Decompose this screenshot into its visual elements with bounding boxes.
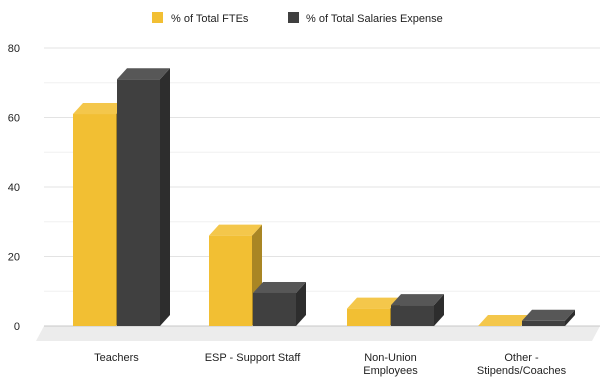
legend-swatch (288, 12, 299, 23)
x-tick-label: Teachers (94, 352, 139, 364)
y-tick-label: 80 (8, 43, 20, 55)
bar-front (347, 308, 390, 326)
legend: % of Total FTEs % of Total Salaries Expen… (152, 12, 443, 25)
x-tick-label: ESP - Support Staff (205, 352, 302, 364)
legend-swatch (152, 12, 163, 23)
bar-front (253, 292, 296, 326)
bar (391, 294, 444, 326)
bar-top (73, 103, 126, 115)
bar (253, 281, 306, 326)
bar-top (117, 68, 170, 80)
bar-side (160, 68, 170, 327)
bar-top (253, 281, 306, 293)
floor-plane (36, 326, 600, 341)
bars (73, 68, 575, 327)
y-tick-label: 20 (8, 252, 20, 264)
bar-front (209, 235, 252, 326)
bar-top (347, 297, 400, 309)
bar-top (391, 294, 444, 306)
bar (522, 309, 575, 326)
y-axis: 0 20 40 60 80 (8, 43, 20, 333)
x-axis: Teachers ESP - Support Staff Non-Union Empl… (94, 352, 566, 377)
bar-side (296, 281, 306, 326)
y-tick-label: 60 (8, 113, 20, 125)
bar-side (434, 294, 444, 326)
bar-side (565, 309, 575, 326)
bar (209, 224, 262, 326)
bar (117, 68, 170, 327)
bar-front (117, 79, 160, 327)
y-tick-label: 40 (8, 182, 20, 194)
legend-label: % of Total Salaries Expense (306, 13, 443, 25)
bar-front (73, 114, 116, 327)
bar-front (391, 305, 434, 326)
y-tick-label: 0 (14, 321, 20, 333)
legend-label: % of Total FTEs (171, 13, 249, 25)
bar-top (478, 315, 531, 326)
bar-front (522, 320, 565, 326)
chart-floor (36, 325, 600, 341)
bar (478, 315, 531, 326)
bar-top (209, 224, 262, 236)
x-tick-label: Non-Union Employees (363, 352, 418, 377)
x-tick-label: Other -Stipends/Coaches (477, 352, 567, 377)
bar-top (522, 309, 575, 321)
